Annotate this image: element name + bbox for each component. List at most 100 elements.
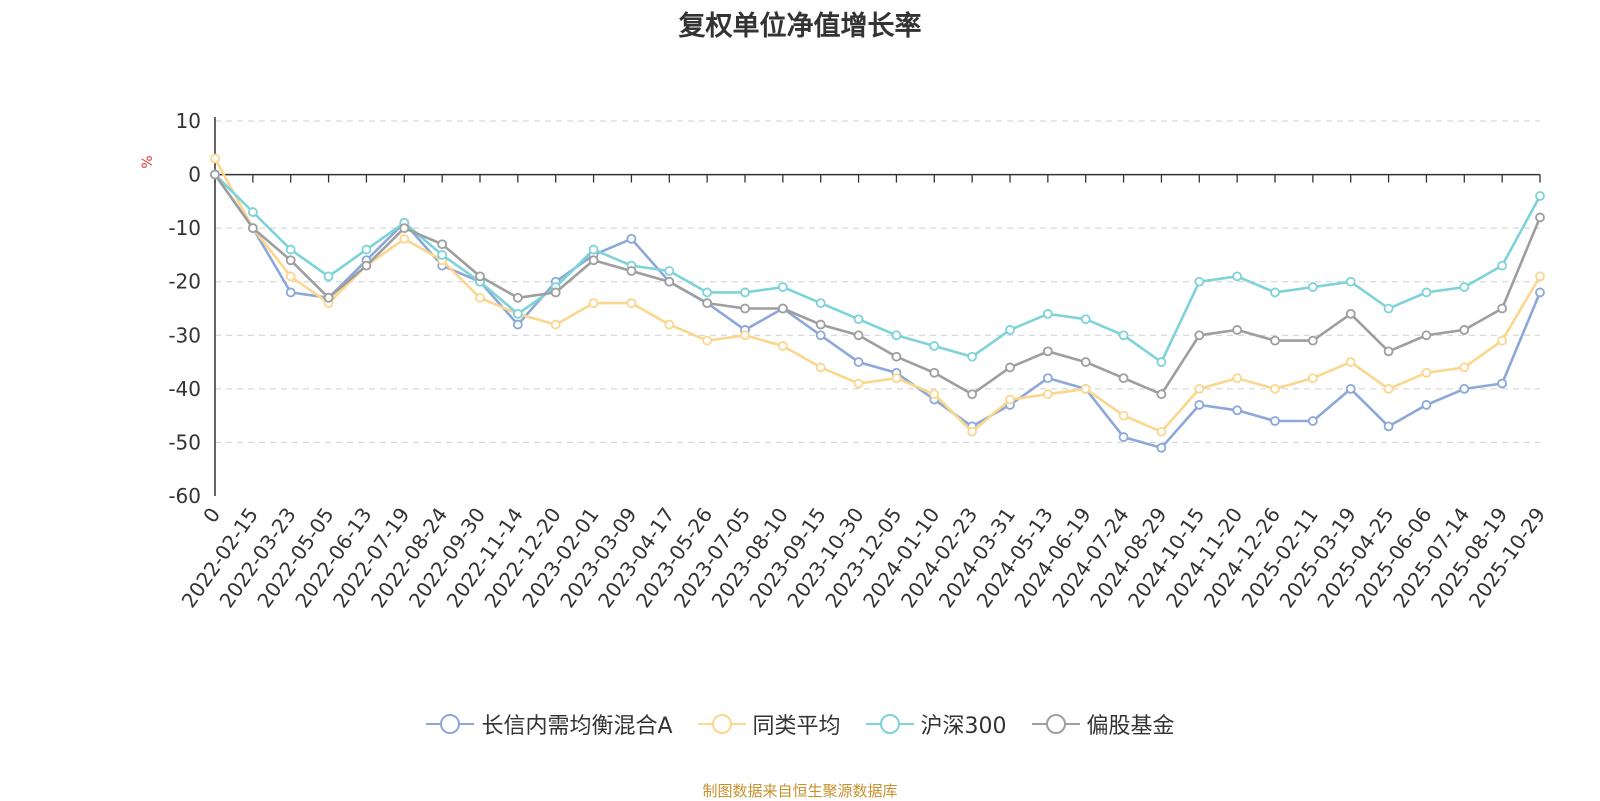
series-point-1 bbox=[1042, 389, 1053, 400]
series-point-0 bbox=[1421, 400, 1432, 410]
series-point-0 bbox=[626, 233, 637, 244]
series-point-3 bbox=[1459, 325, 1470, 335]
series-point-1 bbox=[626, 298, 637, 309]
series-point-2 bbox=[967, 351, 978, 362]
series-point-1 bbox=[1156, 426, 1167, 437]
series-point-2 bbox=[1345, 276, 1356, 287]
legend-label: 长信内需均衡混合A bbox=[481, 714, 673, 739]
series-point-0 bbox=[1232, 405, 1243, 416]
chart-title: 复权单位净值增长率 bbox=[678, 11, 922, 42]
series-line-2 bbox=[214, 173, 1542, 364]
series-point-2 bbox=[853, 314, 864, 325]
series-point-3 bbox=[626, 266, 637, 276]
legend-line-circle-icon bbox=[865, 714, 914, 734]
y-tick-label: 10 bbox=[176, 109, 201, 133]
series-point-3 bbox=[1080, 357, 1091, 367]
series-point-1 bbox=[1345, 357, 1356, 367]
series-point-1 bbox=[588, 298, 599, 309]
series-point-0 bbox=[1459, 383, 1470, 394]
series-point-1 bbox=[815, 362, 826, 373]
series-point-3 bbox=[437, 239, 448, 250]
series-point-0 bbox=[1042, 373, 1053, 384]
series-point-2 bbox=[1535, 191, 1545, 201]
series-point-3 bbox=[1421, 330, 1432, 341]
series-point-3 bbox=[361, 260, 372, 271]
series-point-2 bbox=[361, 244, 372, 255]
series-point-3 bbox=[777, 303, 788, 314]
legend-line-circle-icon bbox=[426, 714, 475, 734]
series-point-2 bbox=[1080, 314, 1091, 325]
series-point-2 bbox=[512, 308, 523, 319]
series-point-0 bbox=[512, 319, 523, 330]
series-point-3 bbox=[323, 292, 334, 303]
series-point-2 bbox=[815, 298, 826, 309]
series-point-0 bbox=[1345, 383, 1356, 394]
series-point-3 bbox=[550, 287, 561, 298]
series-point-3 bbox=[1118, 373, 1129, 384]
series-point-0 bbox=[285, 287, 296, 298]
series-point-0 bbox=[1118, 432, 1129, 442]
y-axis-label: % bbox=[140, 155, 156, 168]
series-point-1 bbox=[550, 319, 561, 330]
y-tick-label: -30 bbox=[168, 323, 201, 347]
series-point-1 bbox=[1459, 362, 1470, 373]
series-point-1 bbox=[1421, 367, 1432, 378]
series-point-2 bbox=[1156, 357, 1167, 367]
series-point-3 bbox=[740, 303, 750, 314]
series-point-3 bbox=[1383, 346, 1394, 357]
legend-label: 沪深300 bbox=[920, 714, 1007, 739]
series-point-3 bbox=[1535, 212, 1545, 223]
series-line-1 bbox=[213, 157, 1542, 434]
series-point-3 bbox=[1345, 308, 1356, 319]
series-point-0 bbox=[1535, 287, 1545, 298]
series-point-1 bbox=[210, 153, 220, 164]
series-point-3 bbox=[475, 271, 485, 282]
series-point-1 bbox=[1232, 373, 1243, 384]
series-point-1 bbox=[475, 292, 485, 303]
data-source-note: 制图数据来自恒生聚源数据库 bbox=[702, 782, 898, 800]
series-point-0 bbox=[815, 330, 826, 341]
series-point-1 bbox=[929, 389, 940, 400]
series-point-3 bbox=[285, 255, 296, 266]
series-point-2 bbox=[1270, 287, 1280, 298]
series-point-3 bbox=[1232, 325, 1243, 335]
series-point-3 bbox=[1497, 303, 1508, 314]
chart-legend: 长信内需均衡混合A 同类平均 沪深300 偏股基金 bbox=[0, 708, 1600, 740]
series-point-1 bbox=[1307, 373, 1318, 384]
y-tick-label: -50 bbox=[168, 430, 201, 454]
legend-item-0[interactable]: 长信内需均衡混合A bbox=[425, 708, 673, 740]
series-point-2 bbox=[1118, 330, 1129, 341]
series-point-3 bbox=[1042, 346, 1053, 357]
series-point-2 bbox=[740, 287, 750, 298]
series-point-1 bbox=[740, 330, 750, 341]
series-point-2 bbox=[1497, 260, 1508, 271]
series-point-2 bbox=[1459, 282, 1470, 292]
series-point-2 bbox=[1194, 276, 1205, 287]
legend-line-circle-icon bbox=[697, 714, 746, 734]
series-point-2 bbox=[664, 266, 675, 276]
series-point-2 bbox=[1307, 282, 1318, 292]
legend-item-1[interactable]: 同类平均 bbox=[697, 708, 841, 740]
series-point-3 bbox=[247, 223, 258, 234]
series-point-2 bbox=[1005, 325, 1015, 335]
series-point-1 bbox=[399, 233, 410, 244]
series-point-3 bbox=[929, 367, 940, 378]
series-point-3 bbox=[664, 276, 675, 287]
y-tick-label: 0 bbox=[188, 163, 201, 187]
series-point-1 bbox=[1497, 335, 1508, 346]
legend-item-3[interactable]: 偏股基金 bbox=[1031, 708, 1175, 740]
series-point-2 bbox=[929, 341, 940, 351]
y-tick-label: -60 bbox=[168, 484, 201, 508]
legend-line-circle-icon bbox=[1031, 714, 1080, 734]
legend-item-2[interactable]: 沪深300 bbox=[865, 708, 1007, 740]
series-point-2 bbox=[702, 287, 713, 298]
series-point-1 bbox=[1270, 383, 1280, 394]
x-tick-label: 0 bbox=[198, 503, 225, 527]
series-point-2 bbox=[1421, 287, 1432, 298]
series-line-3 bbox=[213, 173, 1542, 396]
series-point-1 bbox=[853, 378, 864, 389]
series-point-2 bbox=[891, 330, 902, 341]
series-point-2 bbox=[247, 207, 258, 217]
series-point-0 bbox=[1307, 416, 1318, 426]
series-point-1 bbox=[1080, 383, 1091, 394]
